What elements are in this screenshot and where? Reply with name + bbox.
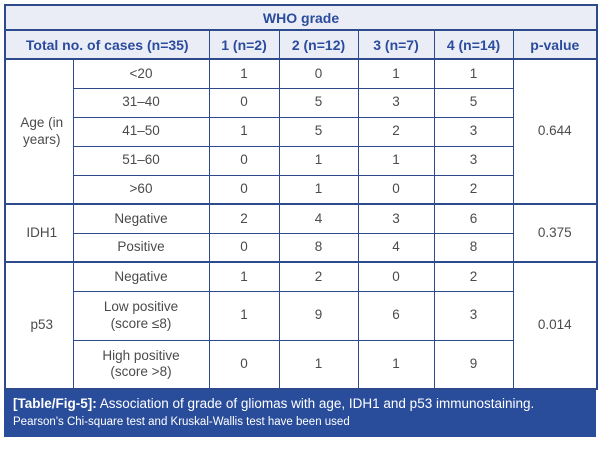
caption-text: Association of grade of gliomas with age…: [99, 396, 535, 411]
data-cell: 1: [208, 116, 280, 147]
data-cell: 0: [357, 261, 435, 292]
category-cell: 41–50: [72, 116, 210, 147]
data-cell: 4: [278, 203, 359, 234]
data-cell: 6: [433, 203, 514, 234]
data-cell: 1: [357, 145, 435, 176]
table-title-row: WHO grade: [4, 4, 598, 31]
data-cell: 1: [208, 290, 280, 341]
data-cell: 9: [278, 290, 359, 341]
data-cell: 3: [433, 145, 514, 176]
table-row: IDH1 Negative 2 4 3 6 0.375: [4, 203, 598, 263]
data-cell: 5: [278, 87, 359, 118]
category-cell: Positive: [72, 232, 210, 263]
table-row: Low positive (score ≤8) 1 9 6 3: [5, 290, 597, 341]
data-cell: 1: [278, 145, 359, 176]
data-cell: 0: [208, 232, 280, 263]
data-cell: 0: [208, 174, 280, 205]
data-cell: 0: [208, 145, 280, 176]
table-row: High positive (score >8) 0 1 1 9: [5, 339, 597, 390]
p-value-age: 0.644: [512, 58, 598, 205]
table-row: p53 Negative 1 2 0 2 0.014: [4, 261, 598, 390]
category-cell: Negative: [72, 261, 210, 292]
section-label-p53: p53: [4, 261, 74, 390]
data-cell: 3: [357, 87, 435, 118]
table-row: >60 0 1 0 2: [5, 174, 597, 205]
data-cell: 1: [433, 58, 514, 89]
col-header-grade-4: 4 (n=14): [433, 29, 514, 60]
data-cell: 1: [278, 174, 359, 205]
data-cell: 4: [357, 232, 435, 263]
p-value-idh1: 0.375: [512, 203, 598, 263]
caption-note: Pearson's Chi-square test and Kruskal-Wa…: [13, 415, 350, 428]
data-cell: 6: [357, 290, 435, 341]
category-cell: 51–60: [72, 145, 210, 176]
table-row: Positive 0 8 4 8: [5, 232, 597, 263]
section-label-idh1: IDH1: [4, 203, 74, 263]
table-row: 51–60 0 1 1 3: [5, 145, 597, 176]
category-cell: >60: [72, 174, 210, 205]
category-cell: <20: [72, 58, 210, 89]
data-cell: 5: [278, 116, 359, 147]
table-row: 41–50 1 5 2 3: [5, 116, 597, 147]
col-header-p-value: p-value: [512, 29, 598, 60]
p-value-p53: 0.014: [512, 261, 598, 390]
who-grade-table: WHO grade Total no. of cases (n=35) 1 (n…: [4, 4, 599, 390]
category-cell: 31–40: [72, 87, 210, 118]
category-cell: High positive (score >8): [72, 339, 210, 390]
table-row: 31–40 0 5 3 5: [5, 87, 597, 118]
data-cell: 0: [208, 87, 280, 118]
data-cell: 1: [208, 261, 280, 292]
table-row: Age (in years) <20 1 0 1 1 0.644: [4, 58, 598, 205]
col-header-grade-1: 1 (n=2): [208, 29, 280, 60]
data-cell: 1: [357, 339, 435, 390]
data-cell: 5: [433, 87, 514, 118]
col-header-total-cases: Total no. of cases (n=35): [4, 29, 210, 60]
data-cell: 0: [357, 174, 435, 205]
col-header-grade-2: 2 (n=12): [278, 29, 359, 60]
data-cell: 1: [278, 339, 359, 390]
data-cell: 2: [357, 116, 435, 147]
category-cell: Low positive (score ≤8): [72, 290, 210, 341]
column-header-row: Total no. of cases (n=35) 1 (n=2) 2 (n=1…: [4, 29, 598, 60]
data-cell: 1: [357, 58, 435, 89]
data-cell: 0: [208, 339, 280, 390]
caption-label: [Table/Fig-5]:: [13, 396, 97, 411]
data-cell: 2: [433, 174, 514, 205]
data-cell: 2: [433, 261, 514, 292]
data-cell: 3: [433, 116, 514, 147]
data-cell: 2: [278, 261, 359, 292]
data-cell: 8: [433, 232, 514, 263]
data-cell: 1: [208, 58, 280, 89]
category-cell: Negative: [72, 203, 210, 234]
col-header-grade-3: 3 (n=7): [357, 29, 435, 60]
table-title: WHO grade: [4, 4, 598, 31]
data-cell: 3: [433, 290, 514, 341]
caption-title: [Table/Fig-5]: Association of grade of g…: [13, 396, 587, 413]
data-cell: 9: [433, 339, 514, 390]
data-cell: 2: [208, 203, 280, 234]
figure-caption: [Table/Fig-5]: Association of grade of g…: [4, 390, 596, 437]
data-cell: 3: [357, 203, 435, 234]
data-cell: 8: [278, 232, 359, 263]
data-cell: 0: [278, 58, 359, 89]
section-label-age: Age (in years): [4, 58, 74, 205]
